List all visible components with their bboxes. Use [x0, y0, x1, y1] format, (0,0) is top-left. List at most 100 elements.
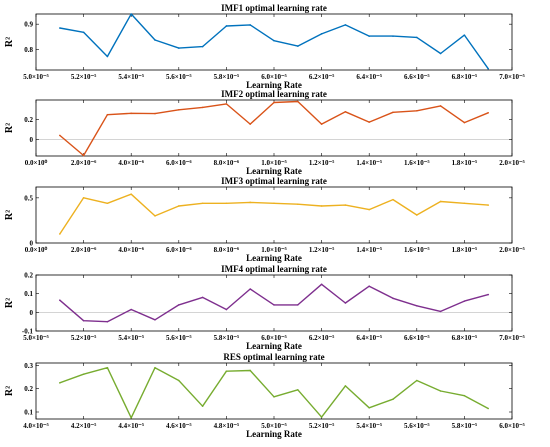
x-tick-label: 6.2×10⁻⁵ — [309, 334, 335, 342]
x-tick-label: 4.4×10⁻⁵ — [118, 422, 144, 430]
chart-title: IMF2 optimal learning rate — [221, 89, 327, 99]
data-point — [416, 36, 418, 39]
y-tick-label: 0.5 — [24, 194, 33, 202]
data-point — [297, 304, 299, 306]
x-tick-label: 5.2×10⁻⁵ — [309, 422, 335, 430]
data-point — [368, 35, 371, 37]
series-line — [59, 367, 489, 419]
chart-title: IMF1 optimal learning rate — [221, 3, 327, 13]
x-tick-label: 1.4×10⁻⁵ — [356, 159, 382, 167]
data-point — [154, 112, 156, 115]
data-point — [130, 193, 132, 196]
x-tick-label: 7.0×10⁻⁵ — [499, 73, 525, 81]
data-point — [320, 33, 323, 35]
x-tick-label: 2.0×10⁻⁶ — [71, 246, 97, 254]
data-point — [320, 123, 323, 125]
data-point — [130, 112, 132, 115]
data-point — [106, 202, 109, 205]
x-axis-label: Learning Rate — [246, 80, 302, 90]
x-tick-label: 4.8×10⁻⁵ — [214, 422, 240, 430]
data-point — [106, 113, 109, 116]
data-point — [463, 300, 466, 302]
data-point — [59, 299, 61, 302]
data-point — [487, 111, 490, 114]
data-point — [225, 25, 228, 27]
chart-title: RES optimal learning rate — [223, 352, 324, 362]
data-point — [130, 308, 132, 311]
data-point — [273, 396, 275, 398]
x-tick-label: 5.8×10⁻⁵ — [214, 334, 240, 342]
data-point — [178, 109, 180, 111]
data-point — [368, 285, 371, 288]
data-point — [82, 154, 85, 157]
plot-frame — [35, 186, 513, 244]
x-tick-label: 4.0×10⁻⁶ — [118, 246, 144, 254]
data-point — [59, 134, 61, 137]
x-tick-label: 2.0×10⁻⁶ — [71, 159, 97, 167]
y-tick-label: 0 — [30, 136, 34, 144]
data-point — [344, 385, 347, 387]
data-point — [59, 233, 61, 235]
data-point — [201, 106, 204, 109]
y-tick-label: 0.2 — [24, 385, 33, 393]
plot-frame — [35, 13, 513, 71]
data-point — [201, 202, 204, 205]
data-point — [273, 101, 275, 104]
data-point — [201, 296, 204, 299]
x-tick-label: 1.0×10⁻⁵ — [261, 246, 287, 254]
data-point — [297, 45, 299, 47]
data-point — [416, 379, 418, 382]
data-point — [392, 198, 394, 201]
x-tick-label: 1.2×10⁻⁵ — [309, 246, 335, 254]
x-tick-label: 6.4×10⁻⁵ — [356, 73, 382, 81]
data-point — [463, 202, 466, 205]
data-point — [297, 100, 299, 103]
data-point — [463, 121, 466, 124]
x-axis-label: Learning Rate — [246, 341, 302, 351]
data-point — [439, 105, 442, 107]
x-axis-label: Learning Rate — [246, 429, 302, 439]
data-point — [130, 417, 132, 419]
x-tick-label: 1.8×10⁻⁵ — [452, 246, 478, 254]
data-point — [463, 394, 466, 397]
x-tick-label: 8.0×10⁻⁶ — [214, 159, 240, 167]
data-point — [82, 373, 85, 376]
data-point — [487, 67, 490, 70]
y-tick-label: 0.9 — [24, 21, 33, 29]
x-tick-label: 5.6×10⁻⁵ — [166, 73, 192, 81]
y-tick-label: 0.2 — [24, 272, 33, 280]
series-line — [59, 193, 489, 235]
chart-title: IMF4 optimal learning rate — [221, 264, 327, 274]
data-point — [154, 39, 156, 41]
series-line — [59, 283, 489, 323]
data-point — [178, 379, 180, 382]
data-point — [416, 110, 418, 112]
chart-panel-1: IMF1 optimal learning rate 5.0×10⁻⁵ 5.2×10… — [4, 3, 525, 90]
x-tick-label: 5.2×10⁻⁵ — [71, 73, 97, 81]
data-point — [344, 204, 347, 206]
data-point — [225, 308, 228, 311]
x-tick-label: 4.0×10⁻⁶ — [118, 159, 144, 167]
data-point — [249, 369, 251, 372]
y-tick-label: 0 — [30, 309, 34, 317]
x-tick-label: 1.4×10⁻⁵ — [356, 246, 382, 254]
chart-panel-3: IMF3 optimal learning rate 0.0×10⁰ 2.0×10⁻… — [4, 176, 525, 263]
data-point — [392, 297, 394, 300]
data-point — [178, 304, 180, 306]
data-point — [487, 293, 490, 296]
data-point — [344, 110, 347, 113]
data-point — [344, 24, 347, 26]
y-axis-label: R² — [4, 37, 15, 47]
y-axis-label: R² — [4, 386, 15, 396]
data-point — [320, 416, 323, 418]
data-point — [487, 407, 490, 410]
data-point — [82, 197, 85, 199]
data-point — [463, 34, 466, 36]
data-point — [82, 319, 85, 322]
x-tick-label: 6.0×10⁻⁵ — [261, 334, 287, 342]
data-point — [201, 405, 204, 407]
y-axis-label: R² — [4, 210, 15, 220]
data-point — [439, 390, 442, 392]
y-tick-label: 0.1 — [24, 409, 33, 417]
